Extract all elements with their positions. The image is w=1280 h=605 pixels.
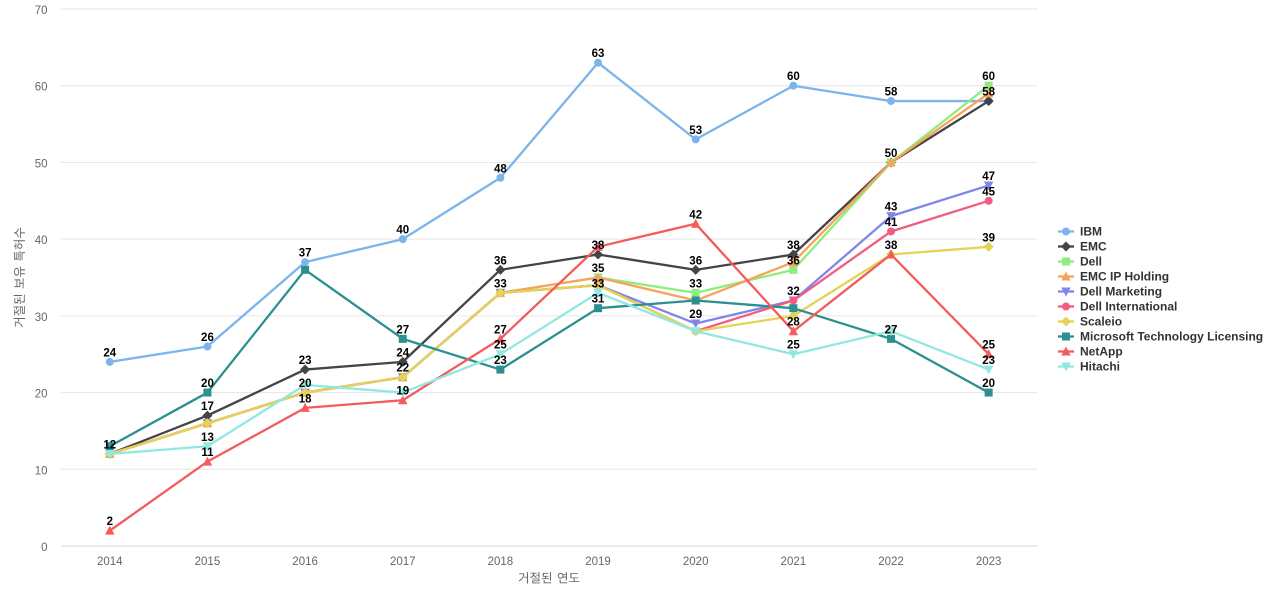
svg-text:2020: 2020	[683, 556, 709, 568]
svg-text:38: 38	[787, 240, 800, 252]
svg-text:23: 23	[494, 355, 507, 367]
svg-text:60: 60	[982, 71, 995, 83]
svg-text:0: 0	[41, 542, 47, 554]
svg-text:37: 37	[299, 248, 312, 260]
svg-text:10: 10	[35, 465, 48, 477]
svg-text:23: 23	[982, 355, 995, 367]
svg-text:41: 41	[885, 217, 898, 229]
svg-text:NetApp: NetApp	[1080, 345, 1123, 359]
svg-text:2022: 2022	[878, 556, 904, 568]
svg-text:11: 11	[201, 447, 214, 459]
svg-text:50: 50	[885, 148, 898, 160]
svg-text:33: 33	[494, 278, 507, 290]
svg-text:20: 20	[299, 378, 312, 390]
svg-text:50: 50	[35, 158, 48, 170]
svg-text:48: 48	[494, 163, 507, 175]
svg-text:45: 45	[982, 186, 995, 198]
svg-text:60: 60	[35, 82, 48, 94]
svg-text:58: 58	[982, 87, 995, 99]
svg-text:32: 32	[787, 286, 800, 298]
svg-text:2023: 2023	[976, 556, 1002, 568]
svg-text:33: 33	[592, 278, 605, 290]
svg-text:Dell Marketing: Dell Marketing	[1080, 285, 1162, 299]
svg-text:36: 36	[689, 255, 702, 267]
svg-text:25: 25	[787, 340, 800, 352]
svg-text:28: 28	[787, 317, 800, 329]
svg-text:EMC: EMC	[1080, 240, 1107, 254]
svg-text:Scaleio: Scaleio	[1080, 315, 1122, 329]
svg-text:70: 70	[35, 5, 48, 17]
svg-text:Dell International: Dell International	[1080, 300, 1177, 314]
svg-text:63: 63	[592, 48, 605, 60]
svg-text:53: 53	[689, 125, 702, 137]
svg-text:2015: 2015	[195, 556, 221, 568]
svg-text:29: 29	[689, 309, 702, 321]
svg-text:27: 27	[494, 324, 507, 336]
svg-text:2021: 2021	[781, 556, 807, 568]
svg-text:24: 24	[396, 347, 409, 359]
svg-text:43: 43	[885, 202, 898, 214]
svg-text:20: 20	[201, 378, 214, 390]
svg-text:35: 35	[592, 263, 605, 275]
svg-text:20: 20	[35, 389, 48, 401]
svg-text:2018: 2018	[488, 556, 514, 568]
svg-text:42: 42	[689, 209, 702, 221]
svg-text:24: 24	[103, 347, 116, 359]
svg-text:58: 58	[885, 87, 898, 99]
svg-text:47: 47	[982, 171, 995, 183]
svg-text:39: 39	[982, 232, 995, 244]
svg-text:17: 17	[201, 401, 214, 413]
svg-text:Microsoft Technology Licensing: Microsoft Technology Licensing	[1080, 330, 1263, 344]
svg-text:19: 19	[396, 386, 409, 398]
svg-text:25: 25	[494, 340, 507, 352]
svg-text:26: 26	[201, 332, 214, 344]
svg-text:Hitachi: Hitachi	[1080, 360, 1120, 374]
svg-text:27: 27	[396, 324, 409, 336]
svg-text:2014: 2014	[97, 556, 123, 568]
svg-text:EMC IP Holding: EMC IP Holding	[1080, 270, 1169, 284]
svg-text:33: 33	[689, 278, 702, 290]
svg-text:2017: 2017	[390, 556, 416, 568]
svg-text:Dell: Dell	[1080, 255, 1102, 269]
svg-text:2019: 2019	[585, 556, 611, 568]
svg-text:13: 13	[201, 432, 214, 444]
svg-text:40: 40	[396, 225, 409, 237]
svg-text:20: 20	[982, 378, 995, 390]
svg-text:2: 2	[107, 516, 113, 528]
svg-text:22: 22	[396, 363, 409, 375]
svg-text:30: 30	[35, 312, 48, 324]
svg-text:36: 36	[494, 255, 507, 267]
svg-text:60: 60	[787, 71, 800, 83]
svg-text:40: 40	[35, 235, 48, 247]
svg-text:31: 31	[592, 294, 605, 306]
svg-text:38: 38	[592, 240, 605, 252]
svg-text:25: 25	[982, 340, 995, 352]
svg-text:2016: 2016	[292, 556, 318, 568]
svg-text:23: 23	[299, 355, 312, 367]
svg-text:IBM: IBM	[1080, 225, 1102, 239]
svg-text:18: 18	[299, 393, 312, 405]
svg-text:36: 36	[787, 255, 800, 267]
svg-text:27: 27	[885, 324, 898, 336]
svg-text:12: 12	[103, 439, 116, 451]
svg-text:38: 38	[885, 240, 898, 252]
